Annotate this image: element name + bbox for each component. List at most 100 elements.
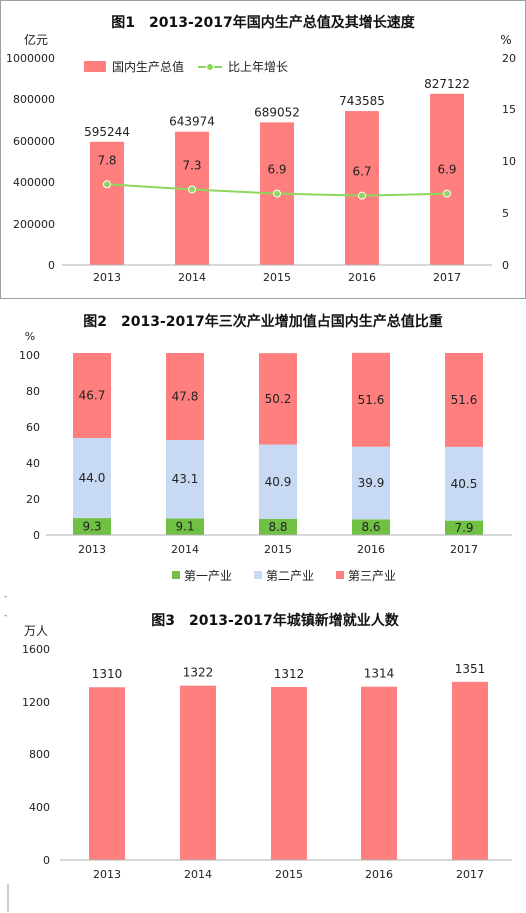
c1-growth-label: 7.3 (182, 158, 201, 172)
c1-legend-bar-label: 国内生产总值 (112, 59, 184, 74)
c1-growth-point (358, 191, 366, 200)
c2-tertiary-segment (352, 352, 390, 447)
c3-employment-label: 1322 (183, 666, 214, 680)
c1-right-tick-4: 20 (502, 52, 516, 65)
c3-y-tick-1: 400 (29, 801, 50, 814)
stray-mark-2: - (4, 611, 7, 621)
c1-right-tick-0: 0 (502, 259, 509, 272)
c2-x-tick-label: 2016 (357, 543, 385, 556)
c1-x-tick-label: 2014 (178, 271, 206, 284)
c2-tertiary-label: 51.6 (358, 393, 385, 407)
c2-tertiary-segment (259, 353, 297, 445)
c2-secondary-segment (352, 446, 390, 520)
c2-primary-label: 7.9 (454, 521, 473, 535)
c2-legend-secondary-swatch (254, 571, 262, 579)
c3-employment-bar (271, 686, 307, 860)
c1-growth-label: 7.8 (97, 153, 116, 167)
c1-growth-point (273, 189, 281, 198)
c3-employment-bar (89, 687, 125, 860)
c3-x-tick-label: 2014 (184, 868, 212, 881)
c3-x-tick-label: 2015 (275, 868, 303, 881)
c2-legend-primary-swatch (172, 571, 180, 579)
c2-primary-segment (445, 520, 483, 535)
stray-mark-1: - (4, 592, 7, 602)
c1-x-tick-label: 2015 (263, 271, 291, 284)
chart-1-title: 图1 2013-2017年国内生产总值及其增长速度 (111, 14, 415, 31)
c1-right-tick-1: 5 (502, 207, 509, 220)
c1-left-tick-2: 400000 (13, 176, 55, 189)
c2-x-tick-label: 2014 (171, 543, 199, 556)
c3-x-tick-label: 2013 (93, 868, 121, 881)
c2-primary-label: 9.1 (175, 520, 194, 534)
chart-3-unit: 万人 (24, 624, 48, 638)
c2-primary-segment (73, 518, 111, 535)
c2-primary-segment (259, 518, 297, 535)
c1-gdp-label: 595244 (84, 125, 130, 139)
c2-secondary-label: 44.0 (79, 471, 106, 485)
c3-employment-bar (180, 685, 216, 860)
c2-y-tick-1: 20 (26, 493, 40, 506)
c3-employment-label: 1312 (274, 667, 305, 681)
c2-secondary-segment (73, 437, 111, 519)
c2-secondary-label: 39.9 (358, 476, 385, 490)
c3-employment-label: 1314 (364, 667, 395, 681)
c3-x-tick-label: 2016 (365, 868, 393, 881)
c1-gdp-bar (175, 131, 209, 265)
c2-tertiary-label: 51.6 (451, 393, 478, 407)
c2-legend-tertiary-label: 第三产业 (348, 569, 396, 583)
c3-x-tick-label: 2017 (456, 868, 484, 881)
chart-1-left-unit: 亿元 (24, 32, 48, 47)
c1-left-tick-1: 200000 (13, 218, 55, 231)
c3-y-tick-2: 800 (29, 748, 50, 761)
c2-primary-label: 9.3 (82, 520, 101, 534)
c1-x-tick-label: 2017 (433, 271, 461, 284)
c2-tertiary-segment (166, 353, 204, 440)
c1-growth-label: 6.9 (437, 163, 456, 177)
c1-legend-line-marker (206, 63, 214, 71)
c2-primary-segment (352, 519, 390, 535)
c1-growth-point (103, 180, 111, 189)
c1-gdp-bar (90, 141, 124, 265)
c1-left-tick-3: 600000 (13, 135, 55, 148)
c1-right-tick-2: 10 (502, 155, 516, 168)
chart-2-title: 图2 2013-2017年三次产业增加值占国内生产总值比重 (83, 313, 442, 330)
chart-1: 图1 2013-2017年国内生产总值及其增长速度 亿元 % 0 200000 … (0, 0, 526, 299)
c2-legend-tertiary-swatch (336, 571, 344, 579)
chart-3-title: 图3 2013-2017年城镇新增就业人数 (151, 612, 399, 629)
c3-y-tick-0: 0 (43, 854, 50, 867)
c3-y-tick-4: 1600 (22, 643, 50, 656)
c1-gdp-label: 743585 (339, 94, 385, 108)
c2-x-tick-label: 2013 (78, 543, 106, 556)
c2-secondary-label: 40.5 (451, 477, 478, 491)
chart-1-right-unit: % (500, 33, 511, 47)
c1-left-tick-5: 1000000 (6, 52, 55, 65)
c2-secondary-segment (166, 439, 204, 519)
c2-x-tick-label: 2017 (450, 543, 478, 556)
c2-legend-secondary-label: 第二产业 (266, 569, 314, 583)
c2-primary-label: 8.6 (361, 520, 380, 534)
c3-employment-bar (452, 681, 488, 860)
c1-gdp-bar (345, 111, 379, 265)
c1-gdp-bar (430, 93, 464, 266)
c1-growth-point (443, 189, 451, 198)
c2-tertiary-segment (445, 353, 483, 447)
c2-tertiary-label: 46.7 (79, 388, 106, 402)
c1-growth-point (188, 185, 196, 194)
c3-employment-bar (361, 686, 397, 860)
c3-employment-label: 1310 (92, 667, 123, 681)
c1-growth-label: 6.9 (267, 163, 286, 177)
c2-tertiary-label: 47.8 (172, 389, 199, 403)
c3-y-tick-3: 1200 (22, 696, 50, 709)
c1-left-tick-4: 800000 (13, 93, 55, 106)
c1-x-tick-label: 2016 (348, 271, 376, 284)
c2-y-tick-0: 0 (33, 529, 40, 542)
c3-employment-label: 1351 (455, 662, 486, 676)
c2-secondary-label: 43.1 (172, 472, 199, 486)
c2-tertiary-label: 50.2 (265, 392, 292, 406)
c2-secondary-label: 40.9 (265, 475, 292, 489)
c2-y-tick-3: 60 (26, 421, 40, 434)
chart-2: 图2 2013-2017年三次产业增加值占国内生产总值比重 % 0 20 40 … (19, 313, 512, 583)
c1-left-tick-0: 0 (48, 259, 55, 272)
